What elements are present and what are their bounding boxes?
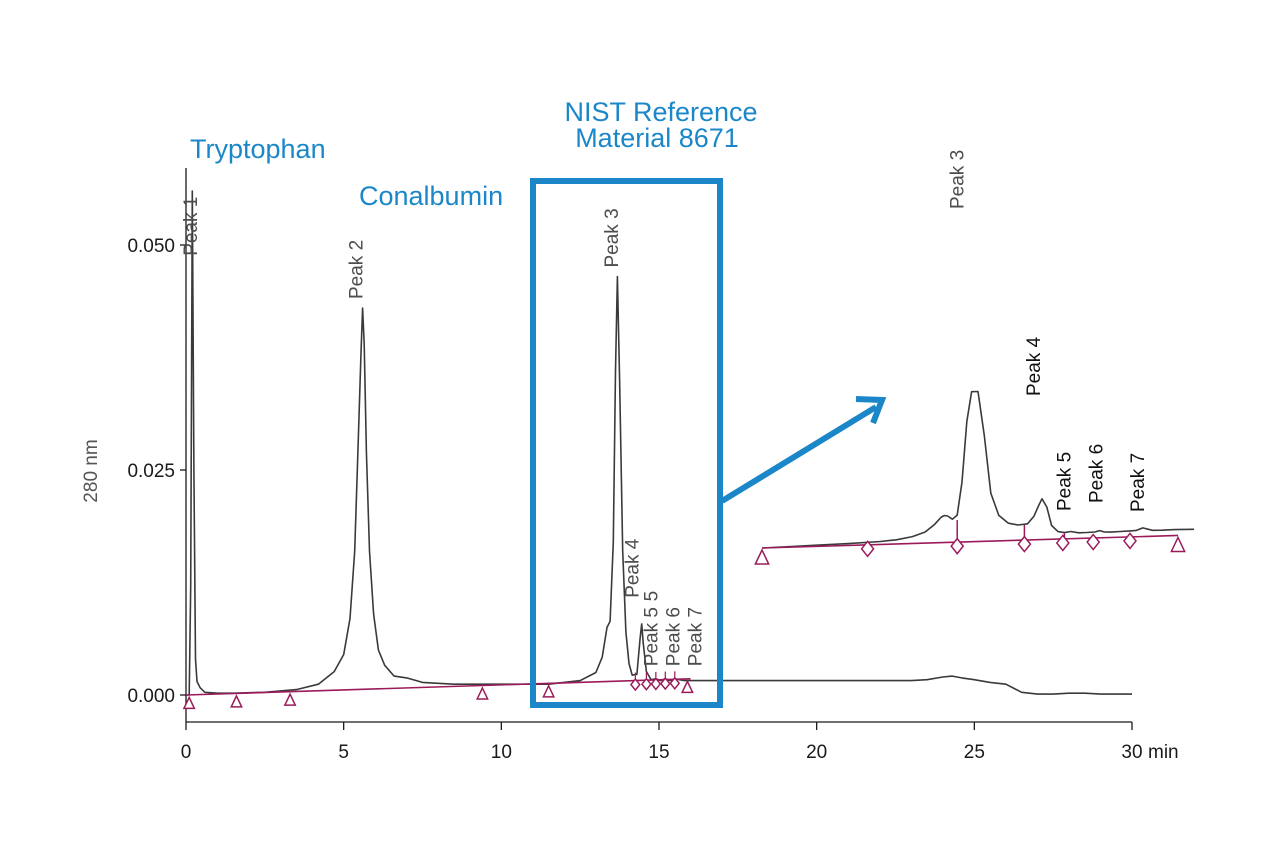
y-tick-label: 0.050 (127, 236, 175, 257)
x-tick-label: 30 (1121, 742, 1142, 763)
inset-peak-label: Peak 7 (1128, 453, 1149, 512)
baseline-triangle-marker (754, 548, 770, 565)
chromatogram-trace-inset (761, 390, 1195, 549)
peak-label: Peak 3 (602, 208, 623, 267)
peak-diamond-marker (1055, 534, 1070, 552)
highlight-box (530, 178, 723, 708)
peak-label: Peak 5 (641, 607, 662, 666)
inset-peak-label: Peak 6 (1086, 444, 1107, 503)
x-tick-label: 20 (806, 742, 827, 763)
chromatogram-trace-main (186, 190, 1132, 696)
integration-baseline-main (185, 678, 691, 696)
x-tick-label: 10 (491, 742, 512, 763)
x-tick-label: 15 (648, 742, 669, 763)
baseline-triangle-marker (680, 679, 694, 694)
inset-peak-label: Peak 3 (948, 150, 969, 209)
integration-baseline-inset (761, 534, 1179, 549)
peak-diamond-marker (669, 676, 681, 691)
y-tick-label: 0.000 (127, 686, 175, 707)
peak-label: Peak 1 (181, 197, 202, 256)
peak-label: Peak 7 (686, 607, 707, 666)
y-axis-title: 280 nm (81, 439, 102, 502)
zoom-arrow (720, 396, 887, 504)
baseline-triangle-marker (182, 695, 196, 710)
peak-label: Peak 2 (347, 240, 368, 299)
peak-diamond-marker (1086, 533, 1101, 551)
annotation-nist-line2: Material 8671 (575, 123, 739, 153)
peak-diamond-marker (860, 540, 875, 558)
peak-label: Peak 6 (663, 607, 684, 666)
baseline-triangle-marker (283, 692, 297, 706)
zoom-inset-layer: Peak 3 Peak 4 Peak 5 Peak 6 Peak 7 (754, 150, 1195, 565)
annotation-nist-line1: NIST Reference (564, 97, 757, 127)
baseline-triangle-marker (476, 686, 489, 700)
baseline-triangle-marker (1170, 535, 1186, 553)
peak-diamond-marker (629, 677, 641, 692)
peak-diamond-marker (650, 677, 662, 691)
peak-diamond-marker (1123, 532, 1137, 550)
x-tick-label: 5 (338, 742, 349, 763)
baseline-triangle-marker (230, 694, 243, 708)
peak-diamond-marker (1017, 535, 1032, 553)
x-tick-label: 25 (964, 742, 985, 763)
inset-peak-label: Peak 4 (1024, 336, 1045, 396)
peak-diamond-marker (950, 537, 965, 555)
annotation-conalbumin: Conalbumin (359, 181, 503, 211)
peak-diamond-marker (659, 676, 671, 691)
y-tick-label: 0.025 (127, 461, 175, 482)
x-axis-unit-label: min (1148, 742, 1179, 763)
peak-diamond-marker (641, 677, 652, 691)
annotation-tryptophan: Tryptophan (190, 134, 326, 164)
inset-peak-label: Peak 5 (1054, 452, 1075, 511)
peak-label: Peak 4 (623, 538, 644, 598)
peak-label: 5 (641, 591, 662, 602)
baseline-triangle-marker (542, 684, 556, 698)
axes-layer: 0.000 0.025 0.050 0 5 10 15 20 25 30 280 nm (81, 168, 1143, 763)
x-tick-label: 0 (181, 742, 192, 763)
